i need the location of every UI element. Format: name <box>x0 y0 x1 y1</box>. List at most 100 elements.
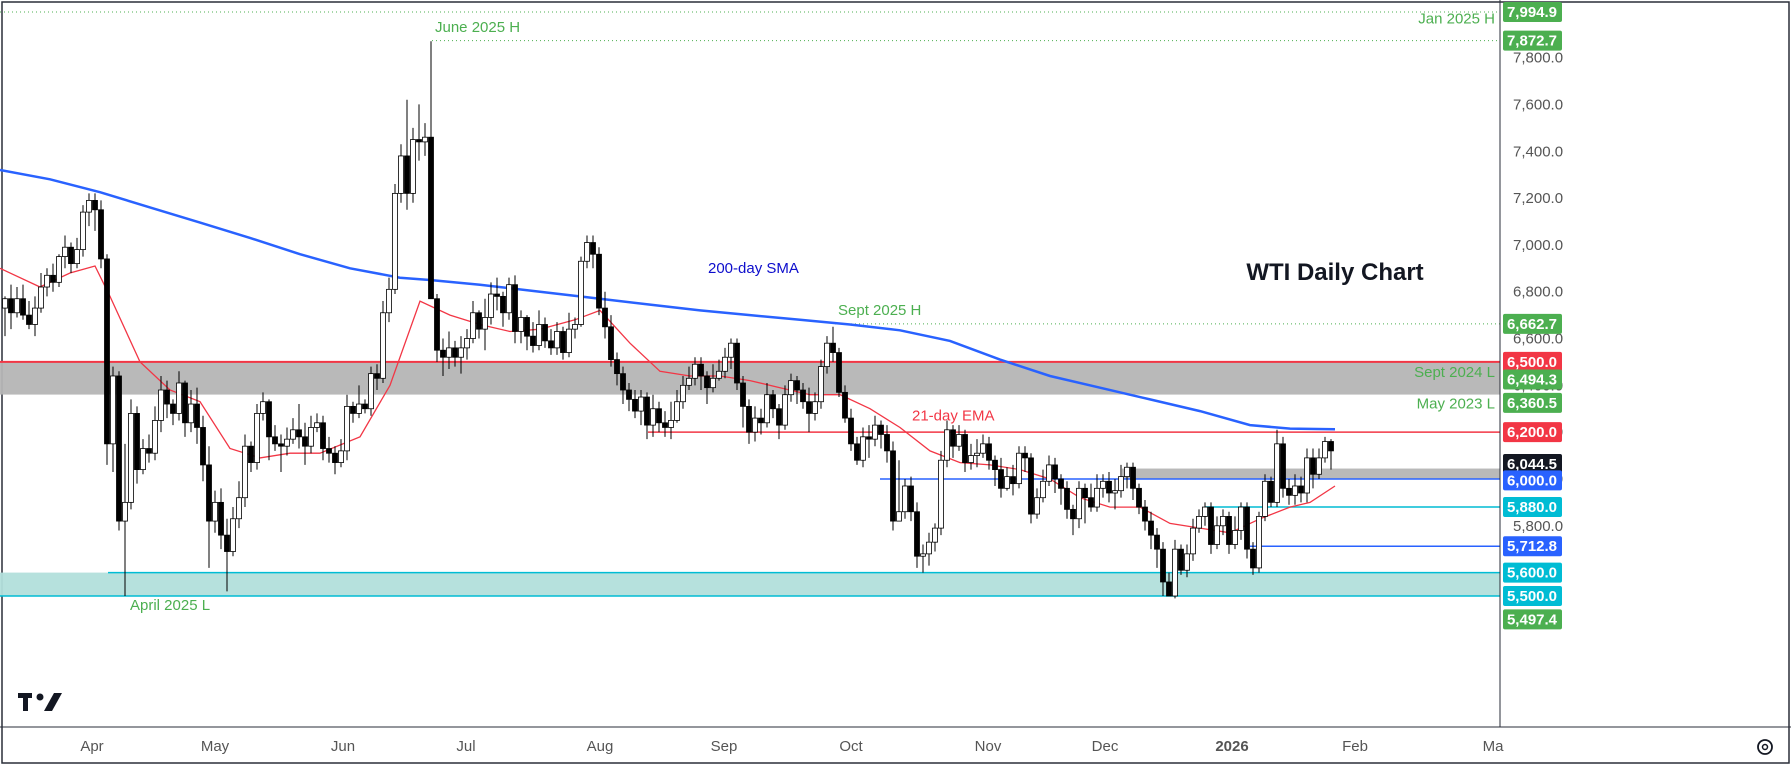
candle[interactable] <box>758 408 764 435</box>
candle[interactable] <box>1286 478 1292 505</box>
candle[interactable] <box>1070 504 1076 536</box>
candle[interactable] <box>800 382 806 409</box>
candle[interactable] <box>302 422 308 465</box>
candle[interactable] <box>1214 516 1220 550</box>
candle[interactable] <box>104 254 110 465</box>
candle[interactable] <box>320 415 326 461</box>
candle[interactable] <box>476 310 482 339</box>
candle[interactable] <box>1100 474 1106 498</box>
candle[interactable] <box>1076 481 1082 529</box>
candle[interactable] <box>1148 511 1154 550</box>
candle[interactable] <box>1292 474 1298 505</box>
candle[interactable] <box>1040 469 1046 503</box>
candle[interactable] <box>1256 511 1262 573</box>
candle[interactable] <box>992 455 998 486</box>
candle[interactable] <box>314 413 320 433</box>
candle[interactable] <box>728 338 734 369</box>
candle[interactable] <box>254 404 260 470</box>
candle[interactable] <box>716 359 722 381</box>
candle[interactable] <box>146 434 152 463</box>
candle[interactable] <box>194 387 200 444</box>
candle[interactable] <box>1322 436 1328 463</box>
candle[interactable] <box>248 441 254 472</box>
candle[interactable] <box>1136 483 1142 515</box>
candle[interactable] <box>38 272 44 313</box>
candle[interactable] <box>290 418 296 444</box>
candle[interactable] <box>470 301 476 344</box>
candle[interactable] <box>356 385 362 419</box>
candle[interactable] <box>518 310 524 344</box>
candle[interactable] <box>56 254 62 288</box>
candle[interactable] <box>572 317 578 339</box>
candle[interactable] <box>26 301 32 330</box>
candle[interactable] <box>890 441 896 531</box>
candle[interactable] <box>374 364 380 391</box>
candle[interactable] <box>1196 509 1202 533</box>
candle[interactable] <box>1166 572 1172 597</box>
candle[interactable] <box>986 436 992 470</box>
candle[interactable] <box>938 450 944 536</box>
candle[interactable] <box>626 382 632 412</box>
candle[interactable] <box>944 420 950 468</box>
candle[interactable] <box>584 235 590 269</box>
candle[interactable] <box>350 401 356 423</box>
candles-layer[interactable] <box>2 41 1334 599</box>
candle[interactable] <box>1310 448 1316 489</box>
candle[interactable] <box>140 439 146 475</box>
candle[interactable] <box>1094 474 1100 512</box>
candle[interactable] <box>380 301 386 383</box>
candle[interactable] <box>578 256 584 327</box>
candle[interactable] <box>14 287 20 318</box>
candle[interactable] <box>818 359 824 409</box>
candle[interactable] <box>1244 502 1250 559</box>
candle[interactable] <box>830 326 836 362</box>
candle[interactable] <box>752 406 758 442</box>
ema-21-line[interactable] <box>0 265 1336 534</box>
candle[interactable] <box>362 399 368 414</box>
candle[interactable] <box>872 415 878 447</box>
candle[interactable] <box>134 406 140 484</box>
candle[interactable] <box>308 415 314 454</box>
candle[interactable] <box>236 481 242 529</box>
candle[interactable] <box>1238 502 1244 540</box>
candle[interactable] <box>680 375 686 409</box>
candle[interactable] <box>398 144 404 203</box>
candle[interactable] <box>164 380 170 419</box>
candle[interactable] <box>956 425 962 451</box>
candle[interactable] <box>1124 462 1130 489</box>
candle[interactable] <box>20 284 26 320</box>
candle[interactable] <box>722 347 728 379</box>
candle[interactable] <box>848 408 854 451</box>
candle[interactable] <box>212 490 218 533</box>
candle[interactable] <box>1304 448 1310 503</box>
candle[interactable] <box>740 375 746 428</box>
candle[interactable] <box>560 326 566 360</box>
candle[interactable] <box>764 382 770 428</box>
candle[interactable] <box>968 443 974 470</box>
candle[interactable] <box>932 523 938 552</box>
candle[interactable] <box>224 518 230 592</box>
candle[interactable] <box>1112 478 1118 510</box>
candle[interactable] <box>860 427 866 468</box>
candle[interactable] <box>524 315 530 351</box>
candle[interactable] <box>980 434 986 458</box>
candle[interactable] <box>1178 544 1184 575</box>
candle[interactable] <box>494 277 500 311</box>
candle[interactable] <box>566 312 572 358</box>
candle[interactable] <box>242 434 248 508</box>
candle[interactable] <box>746 399 752 444</box>
candle[interactable] <box>590 235 596 269</box>
candle[interactable] <box>836 347 842 398</box>
candle[interactable] <box>206 446 212 568</box>
candle[interactable] <box>854 436 860 465</box>
candle[interactable] <box>1154 528 1160 568</box>
candle[interactable] <box>620 366 626 405</box>
candle[interactable] <box>536 310 542 351</box>
candle[interactable] <box>1034 488 1040 519</box>
candle[interactable] <box>32 296 38 337</box>
candle[interactable] <box>266 399 272 461</box>
candle[interactable] <box>782 385 788 430</box>
candle[interactable] <box>1184 544 1190 578</box>
candle[interactable] <box>602 291 608 339</box>
